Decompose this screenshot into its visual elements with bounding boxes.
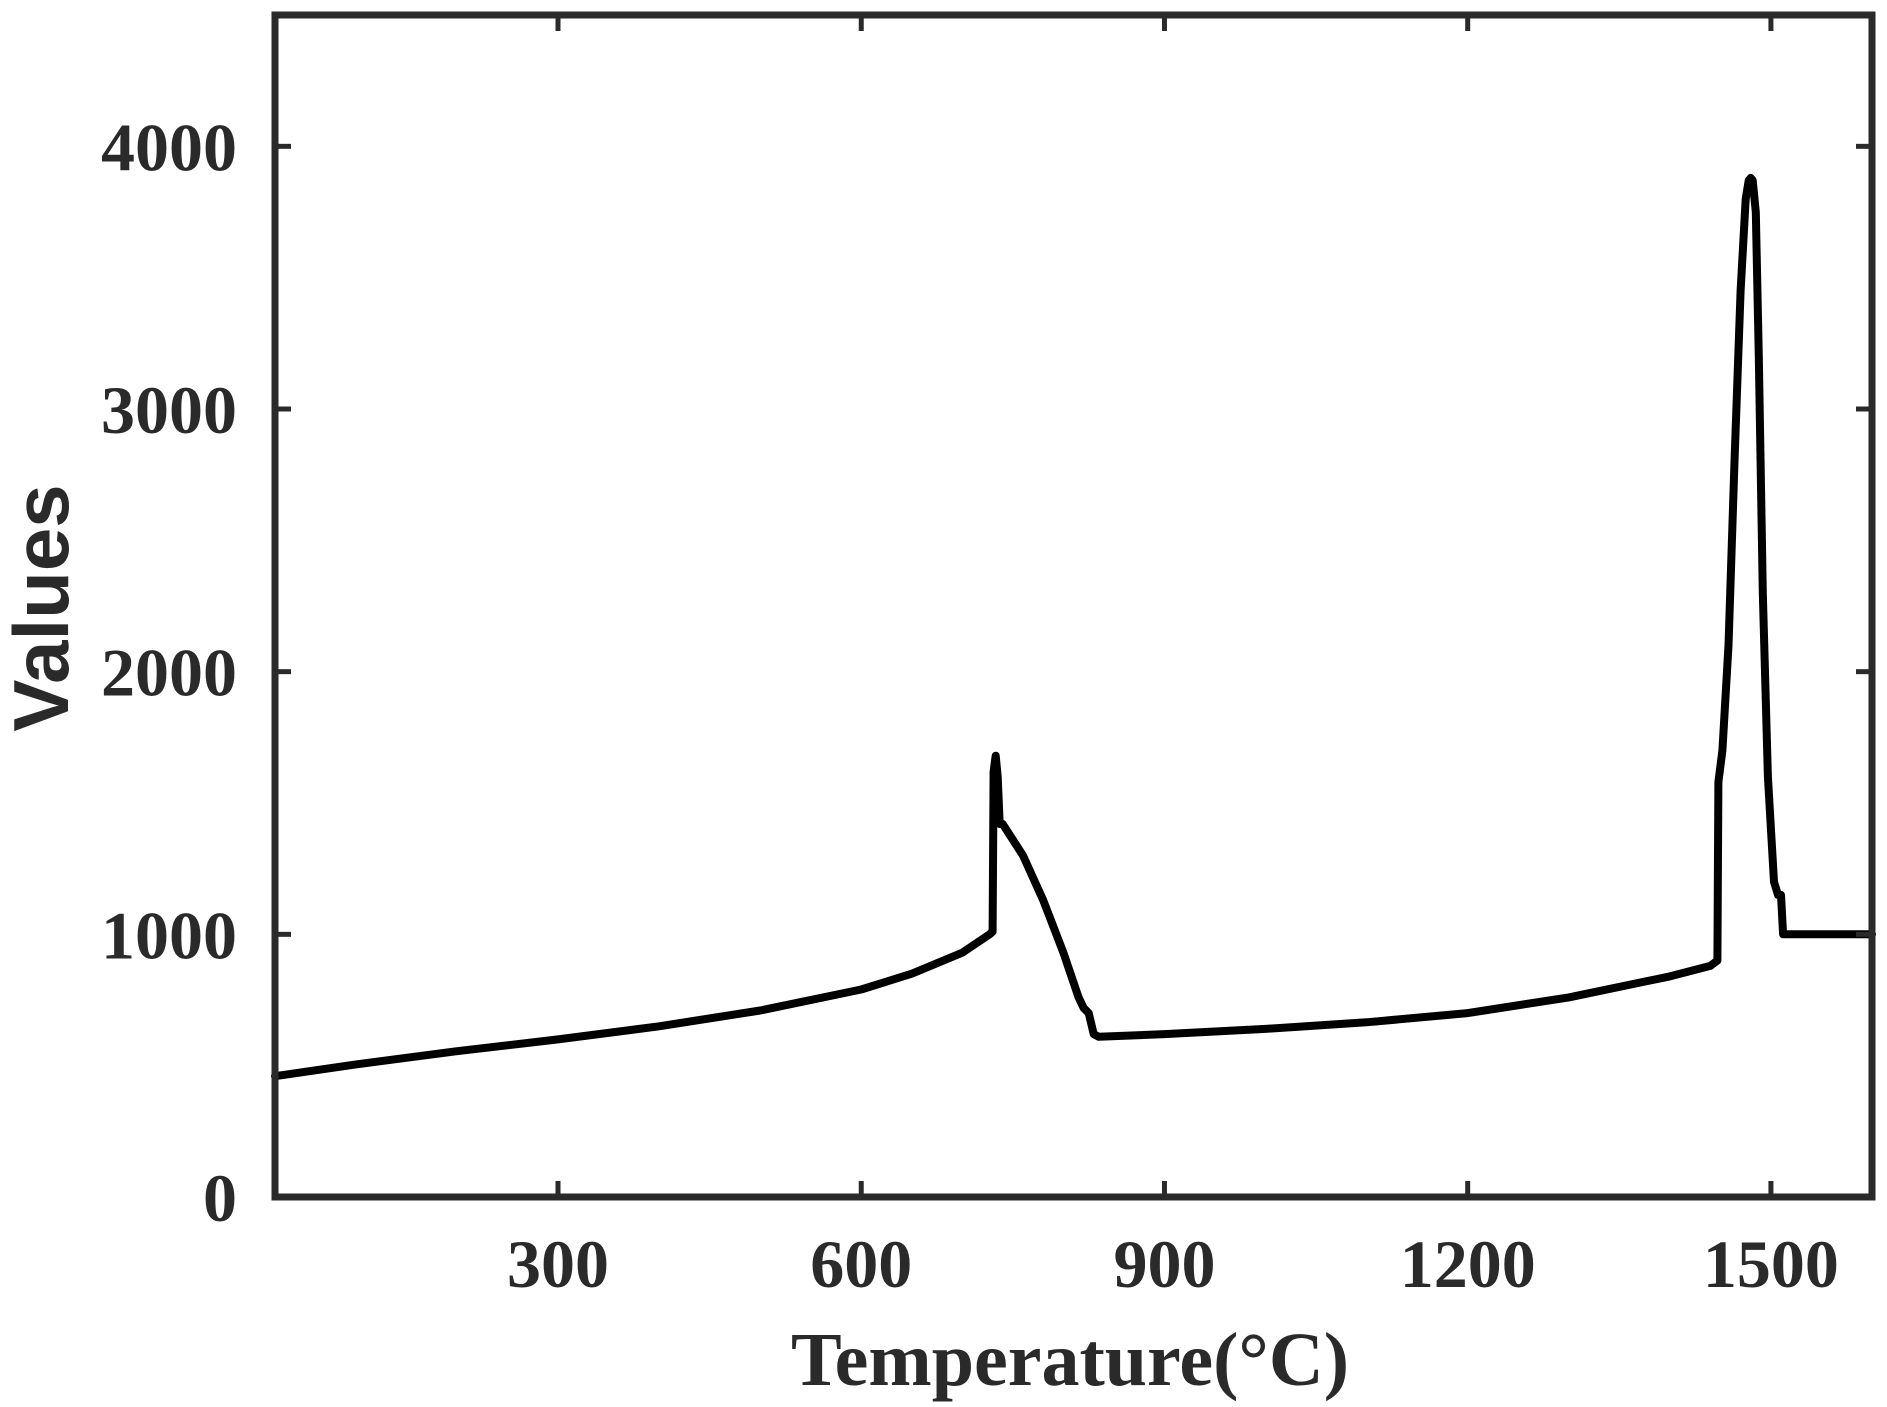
y-tick-label: 0 bbox=[203, 1160, 237, 1236]
y-axis-title: Values bbox=[0, 484, 85, 731]
x-axis-title: Temperature(°C) bbox=[791, 1318, 1349, 1402]
y-tick-label: 1000 bbox=[101, 897, 237, 973]
x-axis: 300 600 900 1200 1500 bbox=[507, 15, 1839, 1302]
y-tick-label: 3000 bbox=[101, 372, 237, 448]
y-tick-label: 4000 bbox=[101, 109, 237, 185]
y-tick-label: 2000 bbox=[101, 635, 237, 711]
y-axis: 0 1000 2000 3000 4000 bbox=[101, 109, 1872, 1236]
x-tick-label: 300 bbox=[507, 1226, 609, 1302]
x-tick-label: 900 bbox=[1113, 1226, 1215, 1302]
x-tick-label: 1200 bbox=[1400, 1226, 1536, 1302]
x-tick-label: 600 bbox=[810, 1226, 912, 1302]
x-tick-label: 1500 bbox=[1703, 1226, 1839, 1302]
series-line bbox=[271, 173, 1876, 1081]
plot-area bbox=[271, 11, 1876, 1201]
plot-frame bbox=[271, 11, 1876, 1201]
